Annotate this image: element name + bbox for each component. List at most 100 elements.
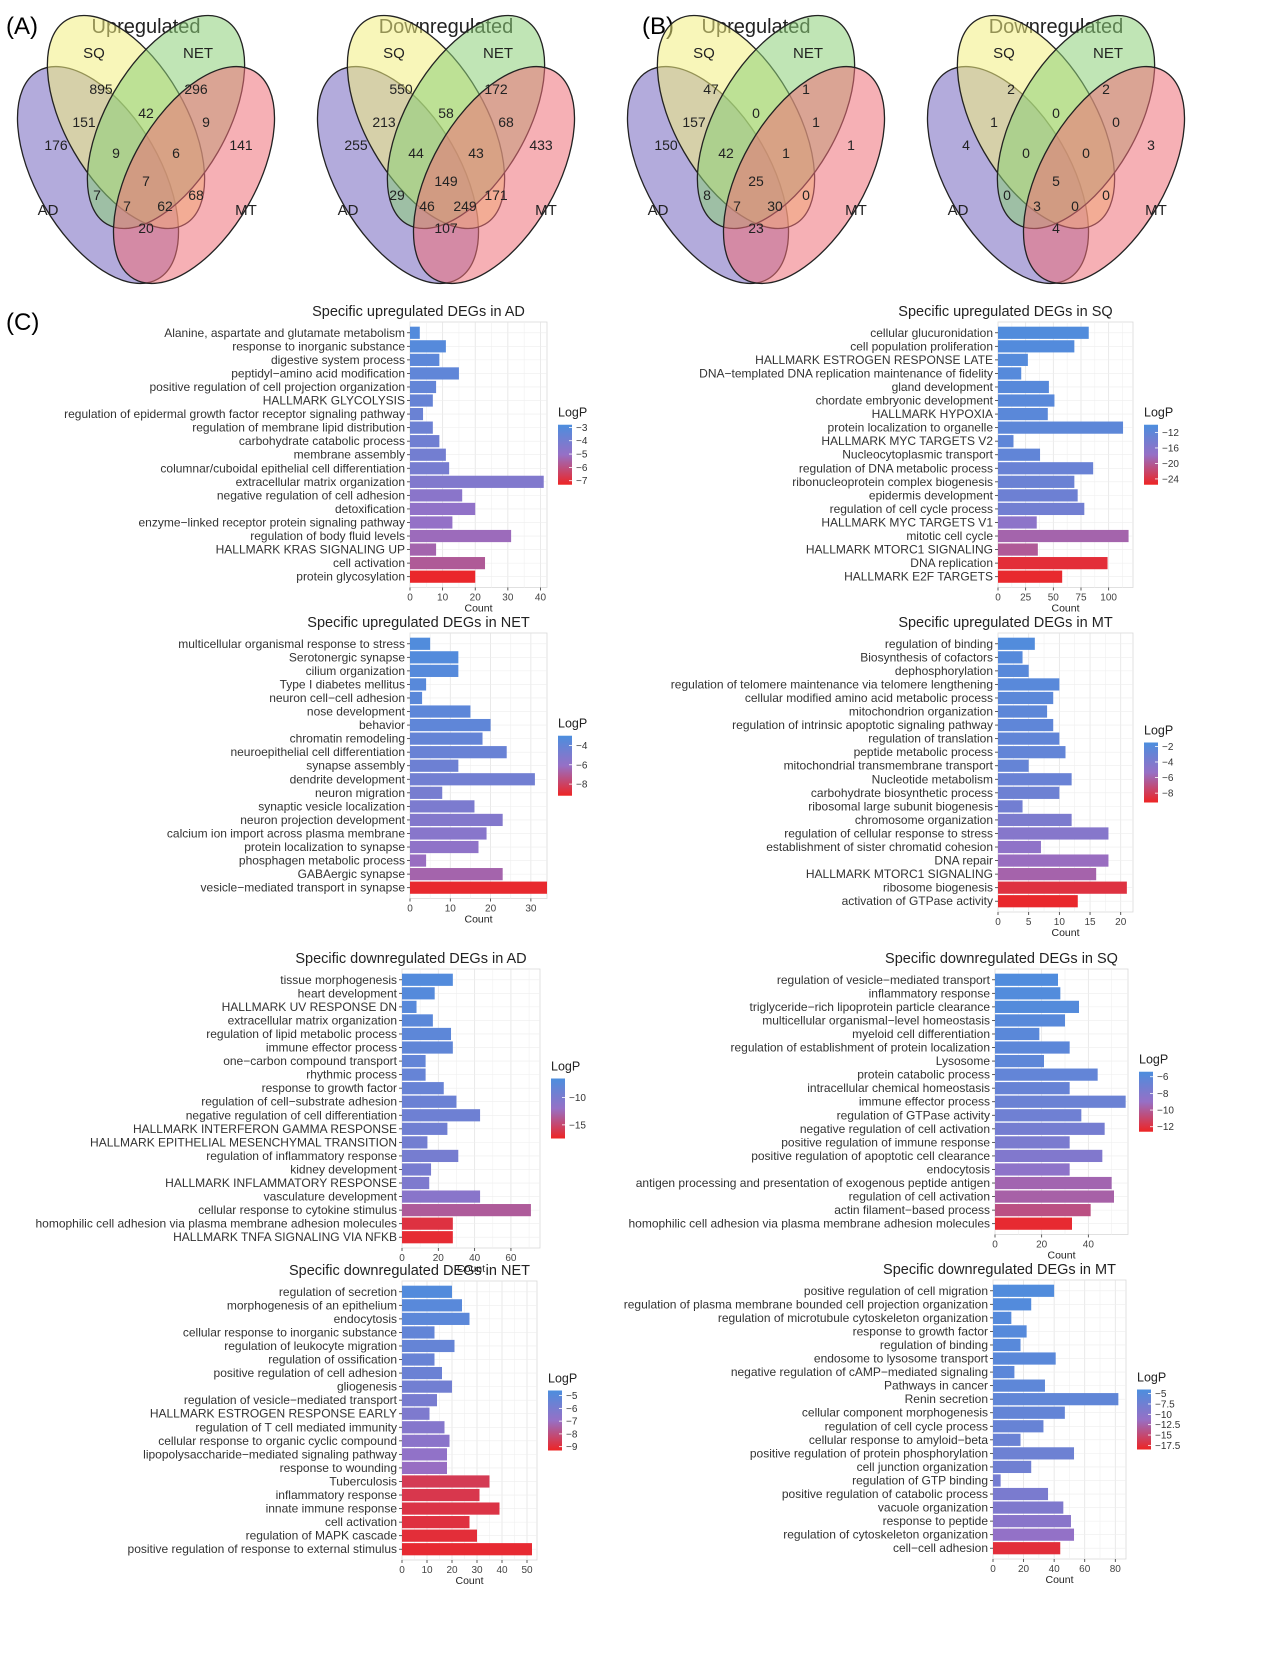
legend-title: LogP (558, 406, 587, 420)
category-label: regulation of membrane lipid distributio… (192, 421, 405, 435)
x-axis-label: Count (1051, 602, 1079, 614)
category-label: inflammatory response (276, 1488, 398, 1502)
legend-tick-label: −4 (576, 436, 588, 447)
venn-count-sq-net-mt: 1 (782, 145, 790, 161)
category-label: neuron cell−cell adhesion (269, 691, 405, 705)
category-label: regulation of cell−substrate adhesion (201, 1095, 397, 1109)
venn-count-ad-sq: 151 (72, 114, 96, 130)
bar (998, 678, 1060, 691)
category-label: regulation of ossification (268, 1353, 397, 1367)
category-label: negative regulation of cell adhesion (217, 488, 405, 502)
category-label: cilium organization (306, 664, 405, 678)
legend-tick-label: −5 (1155, 1389, 1167, 1400)
category-label: regulation of translation (868, 732, 993, 746)
category-label: HALLMARK MYC TARGETS V1 (821, 515, 993, 529)
logp-legend: LogP −5 −6 −7−8 −9 (548, 1372, 578, 1453)
legend-title: LogP (1144, 724, 1173, 738)
bar (410, 651, 459, 664)
bar (410, 543, 437, 556)
bar (402, 1014, 433, 1027)
x-tick-label: 10 (445, 903, 457, 914)
bar (995, 1068, 1098, 1081)
bar (410, 448, 446, 461)
panel-label-c: (C) (6, 309, 39, 336)
category-label: synaptic vesicle localization (258, 799, 405, 813)
logp-legend: LogP −2 −4 −6 −8 (1144, 724, 1174, 803)
venn-count-net: 1 (802, 81, 810, 97)
legend-tick-label: −6 (1162, 773, 1174, 784)
category-label: columnar/cuboidal epithelial cell differ… (160, 461, 405, 475)
category-label: Type I diabetes mellitus (280, 677, 405, 691)
bar (410, 326, 420, 339)
category-label: positive regulation of cell migration (804, 1284, 988, 1298)
legend-color-bar (548, 1390, 562, 1451)
category-label: mitochondrial transmembrane transport (784, 759, 994, 773)
bar (402, 987, 435, 1000)
category-label: kidney development (290, 1162, 397, 1176)
bar (998, 854, 1109, 867)
bar (402, 1095, 457, 1108)
category-label: DNA repair (934, 854, 993, 868)
legend-tick-label: −17.5 (1155, 1441, 1181, 1452)
category-label: Nucleocytoplasmic transport (842, 448, 993, 462)
bar (410, 529, 512, 543)
venn-set-label-sq: SQ (83, 45, 105, 62)
category-label: HALLMARK HYPOXIA (872, 407, 993, 421)
venn-set-mt (722, 65, 886, 285)
category-label: Renin secretion (905, 1392, 988, 1406)
venn-set-label-sq: SQ (693, 45, 715, 62)
bar (410, 462, 450, 475)
venn-count-sq: 550 (389, 81, 413, 97)
legend-tick-label: −20 (1162, 459, 1179, 470)
bar (402, 1285, 452, 1298)
venn-count-sq-net-mt: 6 (172, 145, 180, 161)
x-tick-label: 40 (535, 592, 547, 603)
bar (993, 1352, 1056, 1365)
category-label: peptide metabolic process (854, 745, 993, 759)
category-label: neuron migration (315, 786, 405, 800)
bar (995, 1082, 1070, 1095)
bar (995, 1149, 1103, 1163)
bar (998, 637, 1035, 650)
venn-count-mt: 141 (229, 137, 253, 153)
x-axis-label: Count (1047, 1249, 1075, 1261)
bar (998, 557, 1108, 570)
x-axis-label: Count (464, 602, 492, 614)
category-label: regulation of leukocyte migration (224, 1339, 397, 1353)
x-tick-label: 40 (469, 1253, 481, 1264)
legend-tick-label: −7 (566, 1417, 578, 1428)
category-label: Lysosome (936, 1054, 991, 1068)
bar (410, 732, 483, 745)
bar (998, 340, 1075, 353)
venn-count-all: 5 (1052, 173, 1060, 189)
bar (410, 637, 431, 650)
bar (995, 1000, 1079, 1013)
bar (998, 421, 1124, 434)
category-label: response to peptide (883, 1514, 989, 1528)
venn-set-mt (1022, 65, 1186, 285)
x-axis-label: Count (1045, 1574, 1073, 1586)
logp-legend: LogP −10 −15 (551, 1060, 586, 1139)
category-label: inflammatory response (869, 986, 991, 1000)
x-tick-label: 0 (992, 1239, 998, 1250)
category-label: GABAergic synapse (298, 867, 406, 881)
venn-count-ad-net: 0 (1003, 187, 1011, 203)
bar (995, 973, 1058, 986)
legend-color-bar (1144, 424, 1158, 485)
category-label: chromosome organization (855, 813, 993, 827)
bar (998, 529, 1129, 543)
category-label: HALLMARK ESTROGEN RESPONSE EARLY (150, 1407, 397, 1421)
bar (402, 1434, 450, 1447)
category-label: antigen processing and presentation of e… (636, 1176, 990, 1190)
category-label: ribosomal large subunit biogenesis (808, 799, 993, 813)
bar (998, 570, 1063, 583)
legend-title: LogP (1144, 406, 1173, 420)
category-label: innate immune response (266, 1502, 398, 1516)
bar (402, 1366, 442, 1380)
category-label: HALLMARK EPITHELIAL MESENCHYMAL TRANSITI… (90, 1135, 397, 1149)
category-label: regulation of plasma membrane bounded ce… (624, 1297, 988, 1311)
legend-tick-label: −6 (576, 760, 588, 771)
